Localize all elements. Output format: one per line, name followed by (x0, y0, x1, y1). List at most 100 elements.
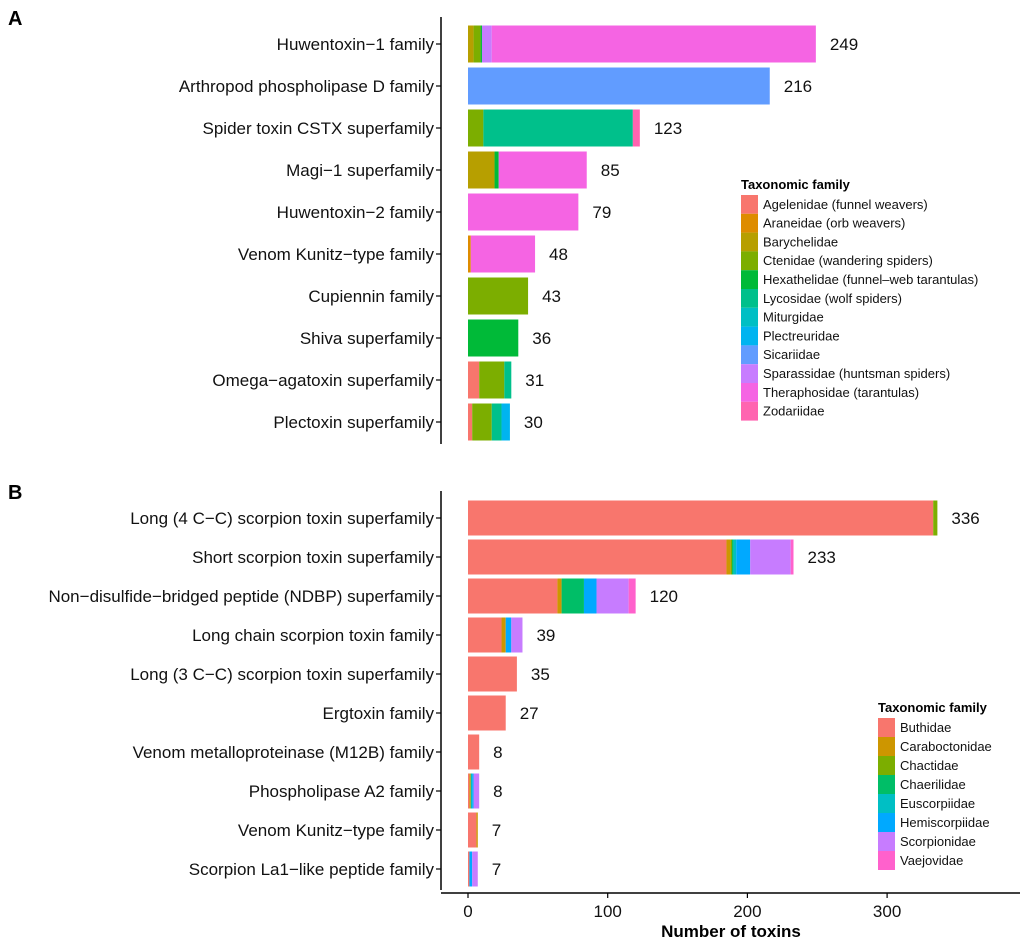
category-label: Huwentoxin−1 family (277, 35, 435, 54)
bar-segment (468, 656, 517, 692)
value-label: 8 (493, 743, 502, 762)
category-label: Shiva superfamily (300, 329, 435, 348)
category-label: Arthropod phospholipase D family (179, 77, 435, 96)
legend-entry-label: Caraboctonidae (900, 739, 992, 754)
category-label: Venom Kunitz−type family (238, 245, 435, 264)
bar-stack (468, 812, 478, 848)
legend-entry-label: Plectreuridae (763, 328, 840, 343)
bar-segment (468, 695, 506, 731)
bar-segment (468, 25, 474, 63)
bar-segment (505, 617, 512, 653)
value-label: 79 (592, 203, 611, 222)
bar-segment (468, 539, 727, 575)
bar-stack (468, 151, 587, 189)
legend: Taxonomic family Agelenidae (funnel weave… (741, 177, 978, 421)
bar-segment (468, 851, 470, 887)
category-label: Scorpion La1−like peptide family (189, 860, 435, 879)
value-label: 7 (492, 860, 501, 879)
bar-segment (790, 539, 794, 575)
legend-key (878, 737, 895, 756)
bar-segment (472, 773, 474, 809)
bar-segment (632, 109, 640, 147)
legend-key (741, 364, 758, 383)
bar-stack (468, 361, 512, 399)
bar-segment (491, 25, 816, 63)
legend-entry-label: Zodariidae (763, 404, 824, 419)
bar-stack (468, 403, 510, 441)
bar-segment (733, 539, 737, 575)
legend-key (741, 270, 758, 289)
panel-a-label: A (8, 8, 22, 30)
legend-entry-label: Euscorpiidae (900, 796, 975, 811)
bar-segment (468, 193, 579, 231)
bar-segment (504, 361, 512, 399)
bar-segment (494, 151, 499, 189)
bar-stack (468, 25, 816, 63)
bar-segment (472, 851, 478, 887)
bar-segment (479, 361, 505, 399)
value-label: 249 (830, 35, 858, 54)
x-axis-title: Number of toxins (661, 922, 801, 941)
legend-key (878, 775, 895, 794)
x-tick-label: 300 (873, 902, 901, 921)
category-label: Cupiennin family (308, 287, 434, 306)
value-label: 48 (549, 245, 568, 264)
bar-segment (933, 500, 938, 536)
bar-stack (468, 539, 794, 575)
bar-segment (468, 361, 480, 399)
bar-segment (468, 151, 495, 189)
bar-segment (491, 403, 502, 441)
legend-key (741, 326, 758, 346)
value-label: 36 (532, 329, 551, 348)
bar-segment (501, 403, 510, 441)
bar-segment (468, 617, 502, 653)
legend-entry-label: Hemiscorpiidae (900, 815, 990, 830)
legend-key (741, 251, 758, 271)
legend: Taxonomic family Buthidae Caraboctonidae Ch… (878, 700, 992, 870)
value-label: 120 (650, 587, 678, 606)
bar-stack (468, 656, 517, 692)
legend-key (741, 232, 758, 252)
category-label: Ergtoxin family (323, 704, 435, 723)
bar-segment (469, 851, 473, 887)
value-label: 31 (525, 371, 544, 390)
panel-a: Huwentoxin−1 family 249 Arthropod phosphol… (179, 17, 978, 444)
legend-entry-label: Miturgidae (763, 310, 824, 325)
legend-entry-label: Hexathelidae (funnel–web tarantulas) (763, 272, 978, 287)
bar-segment (468, 773, 470, 809)
value-label: 8 (493, 782, 502, 801)
category-label: Magi−1 superfamily (286, 161, 434, 180)
bar-segment (483, 109, 633, 147)
legend-entry-label: Sicariidae (763, 347, 820, 362)
bar-segment (468, 235, 471, 273)
category-label: Spider toxin CSTX superfamily (203, 119, 435, 138)
value-label: 27 (520, 704, 539, 723)
bar-stack (468, 617, 523, 653)
legend-entry-label: Sparassidae (huntsman spiders) (763, 366, 950, 381)
value-label: 233 (808, 548, 836, 567)
legend-key (741, 307, 758, 327)
bar-stack (468, 319, 519, 357)
bar-segment (473, 773, 480, 809)
bar-stack (468, 500, 938, 536)
legend-entry-label: Scorpionidae (900, 834, 976, 849)
legend-entry-label: Vaejovidae (900, 853, 963, 868)
bar-segment (468, 67, 770, 105)
value-label: 336 (951, 509, 979, 528)
bar-segment (501, 617, 506, 653)
category-label: Huwentoxin−2 family (277, 203, 435, 222)
bar-stack (468, 773, 480, 809)
legend-entry-label: Chaerilidae (900, 777, 966, 792)
bar-segment (480, 25, 482, 63)
legend-entry-label: Chactidae (900, 758, 959, 773)
legend-key (878, 832, 895, 851)
category-label: Long (4 C−C) scorpion toxin superfamily (130, 509, 434, 528)
category-label: Short scorpion toxin superfamily (192, 548, 434, 567)
bar-segment (472, 403, 492, 441)
value-label: 30 (524, 413, 543, 432)
x-tick-label: 100 (594, 902, 622, 921)
legend-key (878, 794, 895, 813)
value-label: 7 (492, 821, 501, 840)
bar-stack (468, 695, 506, 731)
